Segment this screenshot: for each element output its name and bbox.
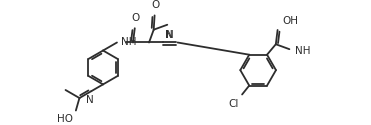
- Text: N: N: [86, 95, 94, 105]
- Text: N: N: [165, 30, 173, 40]
- Text: Cl: Cl: [228, 99, 239, 109]
- Text: O: O: [132, 13, 140, 23]
- Text: OH: OH: [282, 16, 298, 26]
- Text: NH: NH: [121, 37, 137, 47]
- Text: N: N: [166, 30, 174, 40]
- Text: NH: NH: [295, 46, 310, 56]
- Text: O: O: [151, 0, 160, 10]
- Text: HO: HO: [57, 114, 73, 124]
